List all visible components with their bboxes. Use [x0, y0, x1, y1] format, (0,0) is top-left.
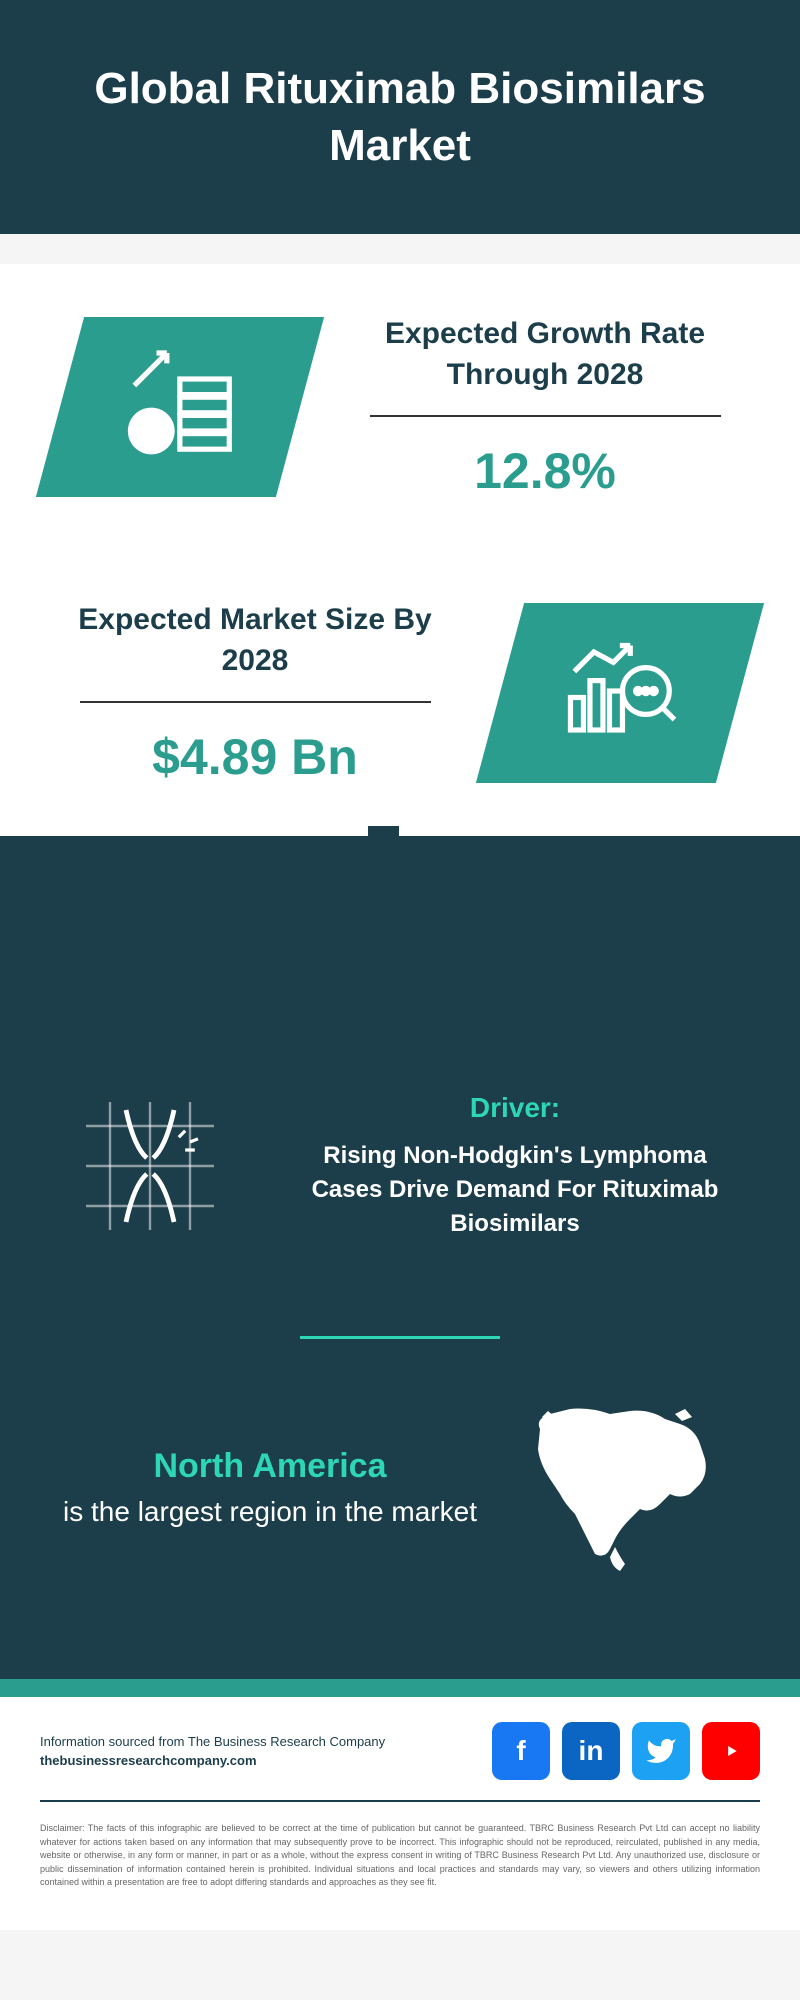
skyline-building: [466, 876, 497, 1036]
growth-value: 12.8%: [350, 442, 740, 500]
skyline-building: [271, 956, 302, 1036]
skyline-building: [368, 826, 399, 1036]
skyline-building: [758, 966, 789, 1036]
skyline-building: [531, 846, 562, 1036]
stat-divider: [80, 701, 431, 703]
market-size-label: Expected Market Size By 2028: [60, 600, 450, 681]
skyline-building: [628, 931, 659, 1036]
skyline-building: [206, 926, 237, 1036]
skyline-building: [76, 946, 107, 1036]
market-size-value: $4.89 Bn: [60, 728, 450, 786]
skyline-building: [108, 856, 139, 1036]
driver-row: Driver: Rising Non-Hodgkin's Lymphoma Ca…: [0, 1036, 800, 1296]
skyline-building: [336, 941, 367, 1036]
dark-section: Driver: Rising Non-Hodgkin's Lymphoma Ca…: [0, 836, 800, 1679]
twitter-icon[interactable]: [632, 1722, 690, 1780]
website-url: thebusinessresearchcompany.com: [40, 1751, 385, 1771]
youtube-icon[interactable]: [702, 1722, 760, 1780]
stat-divider: [370, 415, 721, 417]
stat-row-market-size: Expected Market Size By 2028 $4.89 Bn: [0, 550, 800, 836]
skyline-building: [693, 946, 724, 1036]
stat-row-growth: $ Expected Growth Rate Through 2028 12.8…: [0, 264, 800, 550]
footer-source-text: Information sourced from The Business Re…: [40, 1732, 385, 1771]
skyline-building: [661, 861, 692, 1036]
skyline-building: [11, 976, 42, 1036]
social-icons-row: f in: [492, 1722, 760, 1780]
skyline-building: [726, 881, 757, 1036]
joint-icon: [60, 1076, 240, 1256]
region-name: North America: [60, 1447, 480, 1486]
region-text-block: North America is the largest region in t…: [60, 1447, 480, 1531]
divider-gap: [0, 234, 800, 264]
market-size-text-block: Expected Market Size By 2028 $4.89 Bn: [60, 600, 450, 786]
growth-text-block: Expected Growth Rate Through 2028 12.8%: [350, 314, 740, 500]
region-row: North America is the largest region in t…: [0, 1379, 800, 1619]
skyline-building: [238, 886, 269, 1036]
skyline-building: [173, 836, 204, 1036]
header-section: Global Rituximab Biosimilars Market: [0, 0, 800, 234]
main-title: Global Rituximab Biosimilars Market: [40, 60, 760, 174]
region-divider: [300, 1336, 500, 1339]
driver-description: Rising Non-Hodgkin's Lymphoma Cases Driv…: [290, 1139, 740, 1240]
driver-label: Driver:: [290, 1092, 740, 1124]
infographic-container: Global Rituximab Biosimilars Market $ Ex…: [0, 0, 800, 1930]
footer-accent-band: [0, 1679, 800, 1697]
driver-text-block: Driver: Rising Non-Hodgkin's Lymphoma Ca…: [290, 1092, 740, 1240]
facebook-icon[interactable]: f: [492, 1722, 550, 1780]
analytics-icon-shape: [476, 603, 764, 783]
skyline-building: [498, 936, 529, 1036]
region-description: is the largest region in the market: [60, 1492, 480, 1531]
skyline-building: [433, 951, 464, 1036]
city-skyline: [0, 836, 800, 1036]
analytics-icon: [555, 626, 685, 761]
disclaimer-divider: [40, 1800, 760, 1802]
north-america-map-icon: [520, 1399, 740, 1579]
skyline-building: [141, 966, 172, 1036]
source-line: Information sourced from The Business Re…: [40, 1732, 385, 1752]
skyline-building: [596, 896, 627, 1036]
money-growth-icon: $: [115, 340, 245, 475]
skyline-building: [401, 906, 432, 1036]
skyline-building: [303, 866, 334, 1036]
growth-label: Expected Growth Rate Through 2028: [350, 314, 740, 395]
svg-text:$: $: [143, 416, 159, 448]
skyline-building: [43, 916, 74, 1036]
disclaimer-text: Disclaimer: The facts of this infographi…: [0, 1812, 800, 1930]
footer-info-row: Information sourced from The Business Re…: [0, 1697, 800, 1790]
linkedin-icon[interactable]: in: [562, 1722, 620, 1780]
skyline-building: [563, 961, 594, 1036]
growth-icon-shape: $: [36, 317, 324, 497]
